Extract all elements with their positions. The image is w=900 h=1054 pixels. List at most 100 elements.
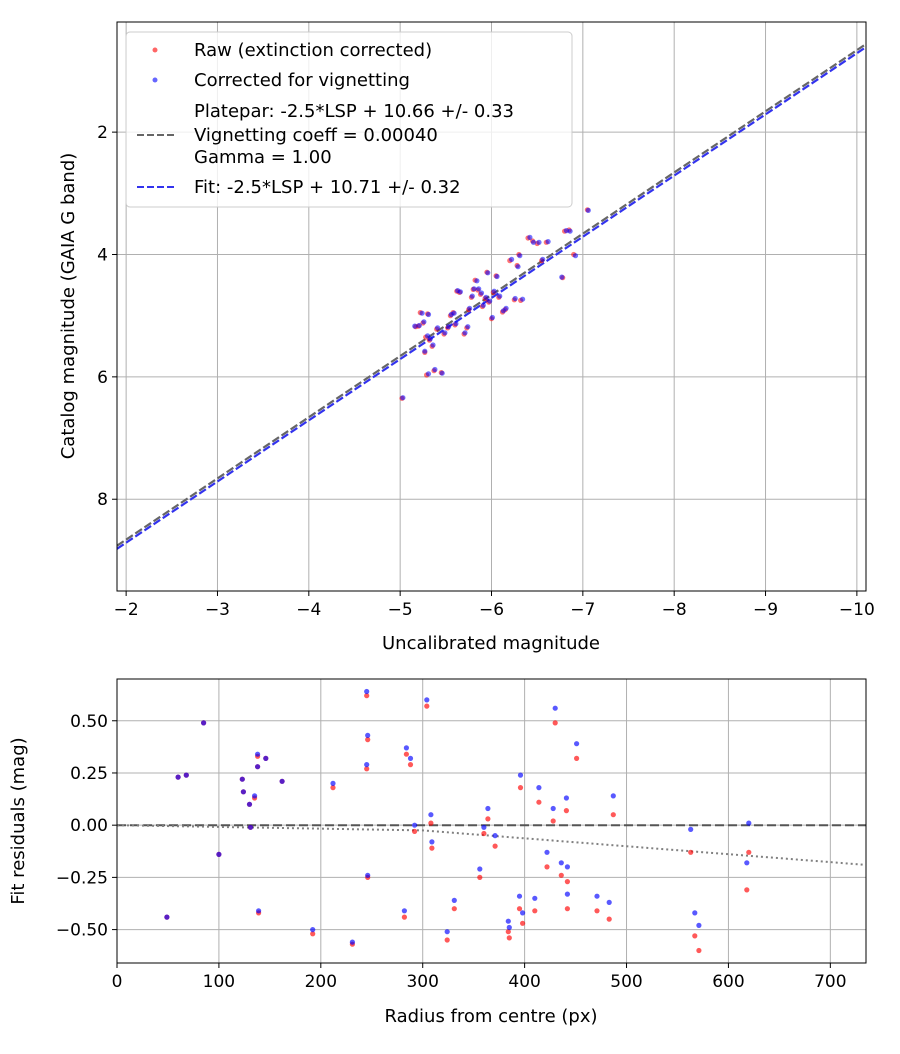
bottom-chart-point-corrected xyxy=(164,914,170,920)
bottom-chart-point-corrected xyxy=(505,918,511,924)
bottom-chart: 0 100 200 300 400 500 600 700 0.50 0.25 0.00 −0.25 −… xyxy=(8,678,867,1027)
bottom-chart-point-raw xyxy=(428,820,434,826)
bottom-chart-point-corrected xyxy=(550,805,556,812)
bottom-chart-point-raw xyxy=(550,818,556,824)
top-chart-point-corrected xyxy=(435,325,441,331)
top-chart-point-corrected xyxy=(494,273,500,280)
bottom-chart-point-corrected xyxy=(610,793,616,799)
top-chart-point-corrected xyxy=(491,288,497,294)
top-chart-x-tick-label: −2 xyxy=(114,600,139,620)
top-chart-x-tick-label: −4 xyxy=(296,600,321,620)
bottom-chart-point-raw xyxy=(516,906,523,912)
bottom-chart-point-raw xyxy=(444,937,450,943)
bottom-chart-point-corrected xyxy=(428,812,434,818)
bottom-chart-point-corrected xyxy=(240,789,246,795)
top-chart-point-corrected xyxy=(439,370,445,376)
top-chart-point-corrected xyxy=(540,256,546,262)
top-chart-point-corrected xyxy=(446,324,452,330)
bottom-chart-y-tick-label: 0.25 xyxy=(70,764,108,784)
bottom-chart-point-corrected xyxy=(444,929,450,935)
bottom-chart-point-corrected xyxy=(536,785,542,791)
legend-corrected-marker xyxy=(152,77,158,83)
top-chart-point-corrected xyxy=(425,311,432,318)
legend-corrected-label: Corrected for vignetting xyxy=(194,70,410,91)
legend-raw-label: Raw (extinction corrected) xyxy=(194,40,432,61)
top-chart-point-corrected xyxy=(474,278,480,284)
top-chart-fit-lines xyxy=(117,43,866,550)
bottom-chart-point-corrected xyxy=(516,893,523,899)
legend-platepar-label-line2: Vignetting coeff = 0.00040 xyxy=(194,125,438,146)
top-chart: −2 −3 −4 −5 −6 −7 −8 −9 −10 2 4 6 8 Uncalibrated mag… xyxy=(58,21,875,654)
bottom-chart-point-corrected xyxy=(246,801,253,807)
bottom-chart-point-corrected xyxy=(564,891,571,897)
top-chart-point-corrected xyxy=(469,293,475,299)
bottom-chart-point-raw xyxy=(451,906,457,912)
bottom-chart-point-corrected xyxy=(564,864,571,870)
legend-platepar-label-line3: Gamma = 1.00 xyxy=(194,147,332,168)
bottom-chart-x-tick-label: 0 xyxy=(112,972,123,992)
bottom-chart-point-corrected xyxy=(451,897,457,904)
bottom-chart-x-tick-label: 600 xyxy=(712,972,744,992)
bottom-chart-point-corrected xyxy=(364,762,370,768)
top-chart-point-corrected xyxy=(517,253,523,259)
top-chart-ticks: −2 −3 −4 −5 −6 −7 −8 −9 −10 2 4 6 8 xyxy=(97,123,875,620)
bottom-chart-point-raw xyxy=(330,785,336,791)
top-chart-point-corrected xyxy=(471,286,477,292)
bottom-chart-x-tick-label: 500 xyxy=(610,972,642,992)
bottom-chart-point-raw xyxy=(485,816,491,822)
bottom-chart-point-corrected xyxy=(247,824,254,830)
top-chart-x-tick-label: −10 xyxy=(839,600,875,620)
top-chart-point-corrected xyxy=(442,330,448,336)
bottom-chart-point-raw xyxy=(610,812,616,818)
top-chart-line-platepar xyxy=(117,43,866,547)
legend-raw-marker xyxy=(152,47,158,53)
bottom-chart-point-raw xyxy=(429,845,435,851)
bottom-chart-point-corrected xyxy=(401,908,407,914)
top-chart-legend: Raw (extinction corrected) Corrected for… xyxy=(125,31,573,208)
bottom-chart-point-corrected xyxy=(201,720,207,726)
bottom-chart-point-raw xyxy=(564,879,571,885)
top-chart-point-corrected xyxy=(545,239,551,245)
top-chart-point-corrected xyxy=(509,256,515,262)
bottom-chart-x-tick-label: 100 xyxy=(203,972,235,992)
bottom-chart-point-corrected xyxy=(477,866,483,872)
bottom-chart-point-corrected xyxy=(279,778,285,784)
bottom-chart-point-corrected xyxy=(330,780,336,787)
bottom-chart-point-corrected xyxy=(216,851,222,858)
bottom-chart-point-corrected xyxy=(255,751,261,757)
bottom-chart-point-raw xyxy=(401,914,407,920)
bottom-chart-point-corrected xyxy=(532,895,538,901)
bottom-chart-y-tick-label: 0.00 xyxy=(70,816,108,836)
bottom-chart-point-corrected xyxy=(594,893,600,899)
bottom-chart-point-corrected xyxy=(310,927,316,933)
top-chart-point-corrected xyxy=(527,234,533,240)
bottom-chart-point-corrected xyxy=(364,688,370,695)
bottom-chart-point-corrected xyxy=(403,745,409,751)
bottom-chart-point-raw xyxy=(505,929,511,935)
bottom-chart-point-raw xyxy=(692,933,698,939)
bottom-chart-point-raw xyxy=(364,693,370,699)
top-chart-point-corrected xyxy=(487,298,493,304)
top-chart-point-corrected xyxy=(559,274,565,280)
bottom-chart-ylabel: Fit residuals (mag) xyxy=(8,737,29,904)
bottom-chart-frame xyxy=(116,678,867,964)
top-chart-point-corrected xyxy=(489,314,495,321)
bottom-chart-point-corrected xyxy=(407,755,414,762)
bottom-chart-point-corrected xyxy=(239,776,245,782)
bottom-chart-point-raw xyxy=(310,931,316,937)
top-chart-point-corrected xyxy=(451,310,457,316)
bottom-chart-point-corrected xyxy=(558,860,564,866)
top-chart-line-fit xyxy=(117,46,866,550)
bottom-chart-y-tick-label: 0.50 xyxy=(70,712,108,732)
top-chart-ylabel: Catalog magnitude (GAIA G band) xyxy=(58,153,79,460)
bottom-chart-point-raw xyxy=(536,799,542,805)
top-chart-point-corrected xyxy=(421,319,427,325)
bottom-chart-point-corrected xyxy=(692,910,698,916)
bottom-chart-reference-line-vignetting xyxy=(117,824,866,866)
bottom-chart-point-raw xyxy=(563,808,570,814)
bottom-chart-point-raw xyxy=(564,906,571,912)
bottom-chart-point-corrected xyxy=(563,795,570,801)
bottom-chart-point-raw xyxy=(746,849,752,855)
bottom-chart-point-raw xyxy=(424,703,430,709)
